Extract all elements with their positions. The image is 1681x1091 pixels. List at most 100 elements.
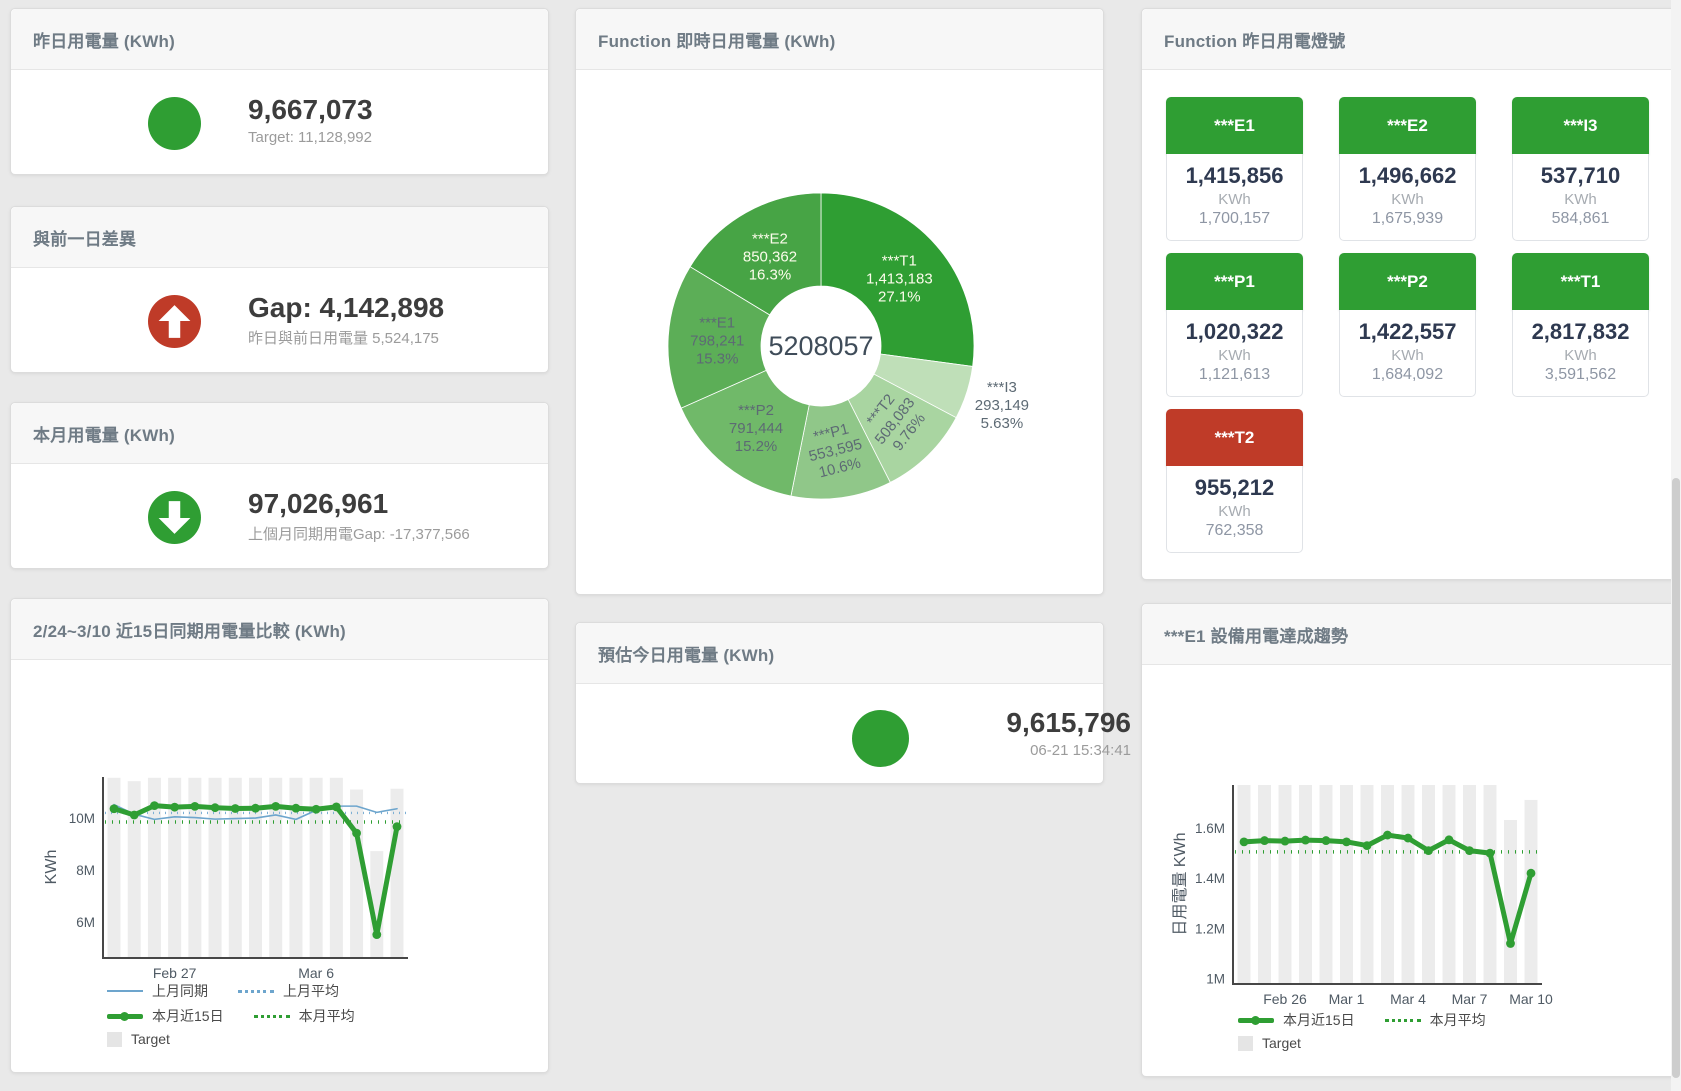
tile-value: 1,422,557 (1358, 319, 1457, 344)
card-header: Function 即時日用電量 (KWh) (576, 9, 1103, 70)
legend-item-本月近15日[interactable]: 本月近15日 (1238, 1010, 1355, 1030)
tile-unit: KWh (1391, 191, 1424, 208)
series-point (1485, 848, 1495, 858)
estimate-today-card: 預估今日用電量 (KWh) 9,615,796 06-21 15:34:41 (575, 622, 1131, 784)
series-point (1342, 837, 1351, 847)
legend-swatch (107, 990, 143, 992)
tile-target-value: 1,675,939 (1371, 210, 1444, 227)
series-point (109, 804, 119, 814)
series-point (1362, 841, 1372, 851)
legend-item-上月平均[interactable]: 上月平均 (238, 981, 339, 1001)
target-bar (1360, 785, 1374, 984)
target-bar (269, 777, 283, 958)
legend-item-上月同期[interactable]: 上月同期 (107, 981, 208, 1001)
target-bar (1278, 785, 1292, 984)
tile-value: 1,020,322 (1185, 319, 1284, 344)
y-axis-label: 日用電量 KWh (1172, 832, 1189, 935)
series-point (291, 803, 301, 813)
donut-slice-label: ***T1 1,413,183 27.1% (866, 253, 933, 306)
card-header: ***E1 設備用電達成趨勢 (1142, 604, 1678, 665)
target-bar (370, 851, 384, 958)
arrow-up-icon (148, 295, 201, 348)
series-point (1260, 836, 1269, 845)
target-bar (1483, 785, 1497, 984)
card-title: ***E1 設備用電達成趨勢 (1164, 626, 1349, 646)
metric-text: Gap: 4,142,898 昨日與前日用電量 5,524,175 (248, 292, 444, 348)
x-tick-label: Feb 27 (153, 965, 197, 981)
donut-slice-E2[interactable] (689, 192, 822, 316)
tile-value: 2,817,832 (1531, 319, 1630, 344)
target-bar (168, 777, 182, 958)
tile-unit: KWh (1564, 191, 1597, 208)
tile-body: 1,020,322 KWh 1,121,613 (1166, 310, 1303, 397)
series-point (1444, 835, 1454, 845)
tile-body: 1,496,662 KWh 1,675,939 (1339, 154, 1476, 241)
card-title: 預估今日用電量 (KWh) (598, 645, 775, 665)
legend-swatch (1384, 1018, 1421, 1022)
chart-axes (102, 777, 408, 959)
target-bar (208, 777, 222, 958)
donut-slice-T1[interactable] (820, 192, 975, 367)
target-bar (127, 781, 141, 958)
donut-chart: ***T1 1,413,183 27.1%***I3 293,149 5.63%***T… (667, 192, 1029, 500)
series-point (1239, 837, 1249, 847)
donut-slice-P2[interactable] (680, 369, 810, 497)
legend-item-本月平均[interactable]: 本月平均 (1384, 1010, 1486, 1030)
legend-label: 本月平均 (1429, 1012, 1486, 1028)
target-bar (350, 789, 364, 958)
series-point (1465, 846, 1474, 856)
y-tick-label: 10M (69, 811, 95, 826)
donut-center-total: 5208057 (768, 331, 873, 361)
target-bar (1401, 785, 1415, 984)
metric-text: 97,026,961 上個月同期用電Gap: -17,377,566 (248, 488, 470, 544)
series-point (1403, 833, 1413, 843)
series-point (129, 810, 139, 820)
series-point (311, 804, 321, 814)
legend-item-Target[interactable]: Target (1238, 1035, 1301, 1051)
card-title: 昨日用電量 (KWh) (33, 31, 175, 51)
legend-label: 本月近15日 (1283, 1012, 1355, 1028)
tile-status-header: ***I3 (1512, 97, 1649, 154)
card-header: Function 昨日用電燈號 (1142, 9, 1678, 70)
x-tick-label: Mar 10 (1509, 991, 1553, 1007)
series-point (1301, 835, 1310, 845)
tile-status-header: ***E1 (1166, 97, 1303, 154)
series-point (392, 822, 402, 832)
tile-value: 1,415,856 (1185, 163, 1284, 188)
tile-unit: KWh (1218, 503, 1251, 520)
chart-legend: 上月同期 上月平均 本月近15日 本月平均 Target (107, 981, 355, 1047)
legend-swatch (107, 1031, 122, 1047)
legend-label: 本月近15日 (152, 1008, 224, 1024)
series-point (230, 804, 240, 813)
legend-item-本月平均[interactable]: 本月平均 (253, 1006, 355, 1026)
tile-status-header: ***P1 (1166, 253, 1303, 310)
tile-status-header: ***E2 (1339, 97, 1476, 154)
legend-swatch (238, 989, 274, 993)
page-scrollbar[interactable] (1671, 0, 1681, 1091)
target-bar (390, 788, 404, 958)
metric-text: 9,615,796 06-21 15:34:41 (894, 707, 1131, 759)
metric-value: Gap: 4,142,898 (248, 292, 445, 323)
day-gap-card: 與前一日差異 Gap: 4,142,898 昨日與前日用電量 5,524,175 (10, 206, 549, 373)
legend-item-本月近15日[interactable]: 本月近15日 (107, 1006, 224, 1026)
legend-item-Target[interactable]: Target (107, 1031, 170, 1047)
scrollbar-thumb[interactable] (1672, 478, 1680, 1078)
donut-slice-E1[interactable] (667, 266, 771, 409)
donut-slice-label: ***P2 791,444 15.2% (729, 402, 783, 455)
target-bar (1442, 785, 1456, 984)
target-bar (1299, 785, 1312, 984)
series-line (113, 803, 398, 821)
tile-body: 1,415,856 KWh 1,700,157 (1166, 154, 1303, 241)
series-point (190, 801, 200, 811)
legend-label: 上月同期 (152, 983, 208, 999)
tile-value: 1,496,662 (1358, 163, 1457, 188)
tile-unit: KWh (1218, 347, 1251, 364)
chart-axes (1232, 785, 1542, 985)
metric-value: 97,026,961 (248, 488, 389, 519)
series-point (331, 802, 341, 812)
target-bar (1524, 799, 1538, 984)
series-point (150, 801, 159, 811)
target-bar (1319, 785, 1333, 984)
y-tick-label: 1.2M (1195, 921, 1225, 936)
target-bar (1258, 785, 1271, 984)
